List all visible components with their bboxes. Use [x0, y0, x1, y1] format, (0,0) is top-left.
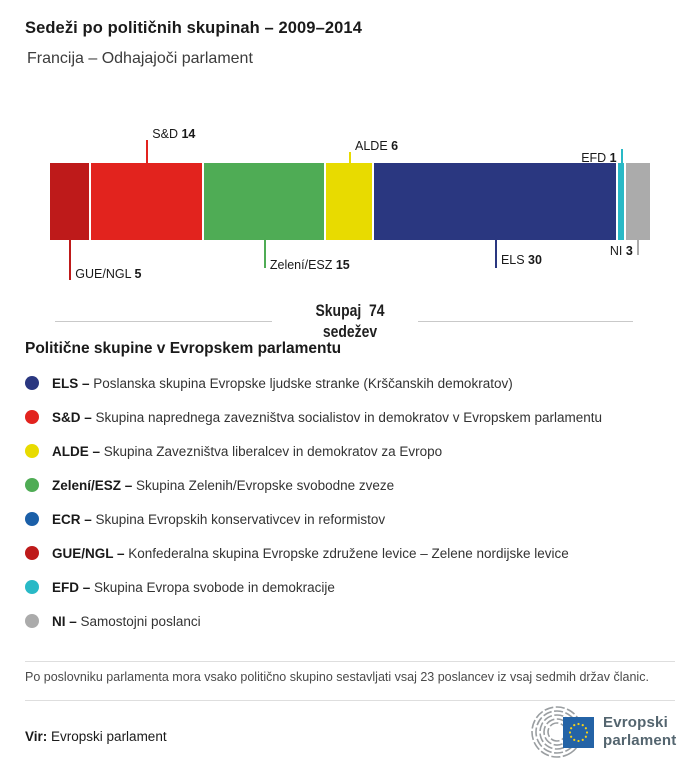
bar-segment-Zelení/ESZ: [204, 163, 326, 240]
legend-dot-ALDE: [25, 444, 39, 458]
bar-segment-GUE/NGL: [50, 163, 91, 240]
page-title: Sedeži po političnih skupinah – 2009–201…: [25, 19, 362, 37]
bar-segment-ALDE: [325, 163, 375, 240]
callout-label-GUE/NGL: GUE/NGL 5: [75, 267, 142, 281]
legend-item-EFD: EFD – Skupina Evropa svobode in demokrac…: [25, 570, 675, 604]
callout-label-ALDE: ALDE 6: [355, 139, 399, 153]
legend-dot-NI: [25, 614, 39, 628]
logo-text-line2: parlament: [603, 732, 677, 749]
callout-tick-GUE/NGL: [69, 240, 72, 280]
footer-divider-bottom: [25, 700, 675, 701]
legend-list: ELS – Poslanska skupina Evropske ljudske…: [25, 366, 675, 638]
callout-tick-S&D: [146, 140, 149, 163]
total-divider-right: [418, 321, 633, 322]
total-seats-row: Skupaj 74 sedežev: [0, 300, 700, 344]
bar-segment-ELS: [374, 163, 618, 240]
legend-dot-GUE/NGL: [25, 546, 39, 560]
callout-tick-ALDE: [349, 152, 351, 163]
total-seats-value: Skupaj 74: [315, 301, 385, 320]
legend-text: EFD – Skupina Evropa svobode in demokrac…: [52, 579, 335, 595]
legend-text: NI – Samostojni poslanci: [52, 613, 201, 629]
legend-dot-ELS: [25, 376, 39, 390]
legend-item-NI: NI – Samostojni poslanci: [25, 604, 675, 638]
footnote: Po poslovniku parlamenta mora vsako poli…: [25, 670, 649, 684]
source-line: Vir: Evropski parlament: [25, 729, 167, 744]
stacked-bar: [50, 163, 650, 240]
callout-label-Zelení/ESZ: Zelení/ESZ 15: [269, 258, 350, 272]
legend-text: GUE/NGL – Konfederalna skupina Evropske …: [52, 545, 569, 561]
legend-item-GUE/NGL: GUE/NGL – Konfederalna skupina Evropske …: [25, 536, 675, 570]
logo-text-line1: Evropski: [603, 714, 668, 731]
callout-label-NI: NI 3: [609, 244, 633, 258]
legend-text: ECR – Skupina Evropskih konservativcev i…: [52, 511, 386, 527]
total-divider-left: [55, 321, 272, 322]
callout-tick-ELS: [494, 240, 497, 268]
legend-item-ALDE: ALDE – Skupina Zavezništva liberalcev in…: [25, 434, 675, 468]
legend-item-ELS: ELS – Poslanska skupina Evropske ljudske…: [25, 366, 675, 400]
legend-text: Zelení/ESZ – Skupina Zelenih/Evropske sv…: [52, 477, 395, 493]
legend-item-ECR: ECR – Skupina Evropskih konservativcev i…: [25, 502, 675, 536]
total-seats-unit: sedežev: [322, 322, 378, 341]
callout-tick-EFD: [620, 149, 623, 163]
legend-text: S&D – Skupina naprednega zavezništva soc…: [52, 409, 603, 425]
callout-tick-Zelení/ESZ: [263, 240, 266, 268]
total-seats-label: Skupaj 74 sedežev: [63, 300, 637, 342]
legend-text: ELS – Poslanska skupina Evropske ljudske…: [52, 375, 513, 391]
european-parliament-logo: Evropski parlament: [527, 706, 677, 758]
legend-dot-S&D: [25, 410, 39, 424]
legend-text: ALDE – Skupina Zavezništva liberalcev in…: [52, 443, 443, 459]
callout-label-EFD: EFD 1: [581, 151, 617, 165]
callout-tick-NI: [636, 240, 639, 255]
legend-dot-ECR: [25, 512, 39, 526]
bar-segment-NI: [625, 163, 650, 240]
legend-item-Zelení/ESZ: Zelení/ESZ – Skupina Zelenih/Evropske sv…: [25, 468, 675, 502]
callout-label-ELS: ELS 30: [500, 253, 542, 267]
bar-segment-EFD: [617, 163, 626, 240]
seats-stacked-bar-chart: GUE/NGL 5 S&D 14 Zelení/ESZ 15 ALDE 6 ELS 30…: [50, 115, 650, 293]
footer-divider-top: [25, 661, 675, 662]
legend-dot-Zelení/ESZ: [25, 478, 39, 492]
bar-segment-S&D: [90, 163, 205, 240]
legend-item-S&D: S&D – Skupina naprednega zavezništva soc…: [25, 400, 675, 434]
source-value: Evropski parlament: [51, 729, 167, 744]
source-label: Vir:: [25, 729, 48, 744]
hemicycle-eu-flag-icon: [531, 706, 594, 758]
legend-dot-EFD: [25, 580, 39, 594]
callout-label-S&D: S&D 14: [152, 127, 196, 141]
page-subtitle: Francija – Odhajajoči parlament: [27, 50, 253, 67]
logo-text: Evropski parlament: [603, 714, 677, 750]
legend-heading: Politične skupine v Evropskem parlamentu: [25, 340, 342, 357]
